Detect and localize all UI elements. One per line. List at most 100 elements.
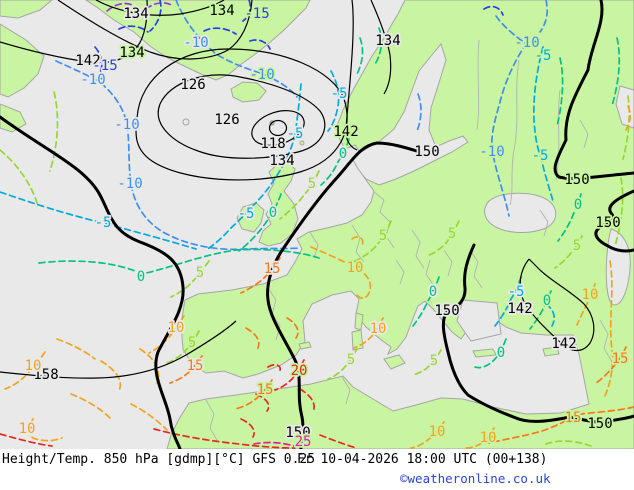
temp-label: 25 xyxy=(295,434,312,449)
height-label: 150 xyxy=(587,416,612,432)
landmass xyxy=(85,0,311,81)
temp-label: -10 xyxy=(249,67,274,83)
temp-label: 15 xyxy=(565,410,582,426)
landmass xyxy=(298,341,312,350)
height-contour xyxy=(268,119,288,137)
height-label: 158 xyxy=(33,367,58,383)
temp-label: 15 xyxy=(612,351,629,367)
temp-label: 5 xyxy=(379,228,387,244)
height-label: 150 xyxy=(434,303,459,319)
landmass xyxy=(0,0,53,19)
height-label: 134 xyxy=(375,33,400,49)
isotherm-15 xyxy=(245,327,260,351)
landmass xyxy=(354,312,364,331)
isotherm-10 xyxy=(56,338,96,360)
temp-label: -15 xyxy=(244,6,269,22)
temp-label: -5 xyxy=(95,215,112,231)
isotherm-0 xyxy=(320,138,350,186)
temp-label: 5 xyxy=(347,352,355,368)
temp-label: -10 xyxy=(80,72,105,88)
height-contour-thick xyxy=(553,0,634,180)
border-line xyxy=(309,231,319,259)
height-label: 126 xyxy=(180,77,205,93)
isotherm-15 xyxy=(488,406,634,444)
temp-label: 15 xyxy=(264,261,281,277)
height-contour xyxy=(157,74,326,159)
isotherm--5 xyxy=(532,46,554,202)
isotherm--15 xyxy=(118,25,149,33)
isotherm--10 xyxy=(539,0,549,33)
height-label: 134 xyxy=(119,45,144,61)
temp-label: -5 xyxy=(508,284,525,300)
isotherm-15 xyxy=(169,355,203,384)
landmass xyxy=(383,354,406,370)
isotherm-0 xyxy=(556,57,564,127)
temp-label: 0 xyxy=(429,284,437,300)
isotherm-10 xyxy=(100,360,122,392)
height-contour xyxy=(251,110,305,146)
temp-label: 10 xyxy=(480,430,497,446)
border-line xyxy=(373,191,395,249)
isotherm-10 xyxy=(310,246,372,300)
height-label: 126 xyxy=(214,112,239,128)
landmass xyxy=(542,346,560,357)
border-line xyxy=(476,39,480,131)
isotherm-5 xyxy=(279,170,320,220)
copyright-link[interactable]: ©weatheronline.co.uk xyxy=(400,471,551,486)
temp-label: -10 xyxy=(114,117,139,133)
height-contour-thick xyxy=(441,243,634,424)
isotherm-20 xyxy=(0,433,53,447)
temp-label: -10 xyxy=(479,144,504,160)
height-label: 142 xyxy=(551,336,576,352)
border-line xyxy=(555,89,561,181)
temp-label: 0 xyxy=(574,197,582,213)
isotherm-5 xyxy=(428,220,460,256)
isotherm--5 xyxy=(494,276,522,327)
temp-label: -5 xyxy=(238,206,255,222)
landmass xyxy=(258,160,299,247)
isotherm-0 xyxy=(38,248,320,275)
border-line xyxy=(443,249,453,277)
sea-area xyxy=(456,299,502,342)
height-label: 142 xyxy=(507,301,532,317)
sea-area xyxy=(484,192,557,234)
isotherm-10 xyxy=(130,403,168,431)
isotherm-5 xyxy=(166,330,200,364)
isotherm-0 xyxy=(355,37,364,77)
border-line xyxy=(469,249,483,289)
isotherm--15 xyxy=(149,0,162,32)
border-line xyxy=(425,259,435,287)
temp-label: -10 xyxy=(514,35,539,51)
isotherm-5 xyxy=(327,348,358,380)
isotherm--10 xyxy=(490,15,528,217)
temp-label: 10 xyxy=(370,321,387,337)
sea-area xyxy=(351,42,469,186)
landmass xyxy=(0,103,27,133)
temp-label: -5 xyxy=(331,86,348,102)
border-line xyxy=(579,119,589,149)
border-line xyxy=(205,399,219,443)
temp-label: 0 xyxy=(543,293,551,309)
temp-label: 5 xyxy=(188,335,196,351)
isotherm--20 xyxy=(106,2,135,12)
isotherm-5 xyxy=(49,91,59,172)
isotherm-25 xyxy=(253,441,295,447)
isotherm-15 xyxy=(286,317,299,339)
isotherm-0 xyxy=(529,290,552,330)
isotherm--5 xyxy=(327,70,340,132)
height-contour-thick xyxy=(266,141,422,449)
map-datetime: Fr 10-04-2026 18:00 UTC (00+138) xyxy=(297,452,548,467)
isotherm--5 xyxy=(205,83,302,251)
temp-label: 15 xyxy=(257,382,274,398)
temp-label: 0 xyxy=(137,269,145,285)
height-label: 134 xyxy=(209,3,234,19)
temp-label: 10 xyxy=(19,421,36,437)
temp-label: 5 xyxy=(573,238,581,254)
isotherm-0 xyxy=(611,37,621,107)
height-contour-thick xyxy=(594,189,634,253)
isotherm-10 xyxy=(576,283,596,326)
small-island xyxy=(299,140,305,146)
temp-label: 5 xyxy=(308,176,316,192)
